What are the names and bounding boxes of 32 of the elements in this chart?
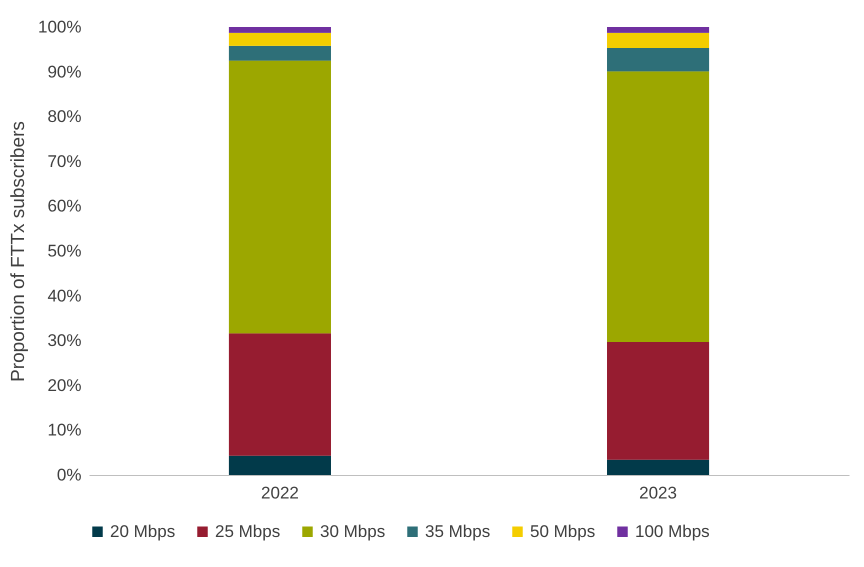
bar <box>228 32 331 46</box>
y-tick-label: 50% <box>47 242 82 260</box>
y-tick-label: 20% <box>47 376 82 395</box>
bar <box>607 460 710 475</box>
y-tick-label: 70% <box>47 152 82 171</box>
y-tick-label: 60% <box>47 196 82 216</box>
y-tick-label: 90% <box>47 62 82 82</box>
legend-label: 25 Mbps <box>215 522 280 541</box>
y-axis-title: Proportion of FTTx subscribers <box>8 121 30 382</box>
bar <box>228 456 331 475</box>
x-tick-label: 2023 <box>639 484 677 502</box>
y-tick-label: 0% <box>56 466 82 484</box>
bar <box>607 27 710 33</box>
y-tick-label: 100% <box>38 18 82 36</box>
bar <box>228 60 331 334</box>
bar <box>228 46 331 61</box>
bar <box>607 71 710 342</box>
y-tick-label: 30% <box>47 331 82 350</box>
bar <box>228 333 331 456</box>
y-tick-label: 10% <box>47 420 82 440</box>
legend-label: 50 Mbps <box>530 522 596 541</box>
legend-label: 20 Mbps <box>110 522 176 541</box>
bar <box>228 27 331 33</box>
bar <box>607 48 710 72</box>
bar <box>607 342 710 460</box>
legend-label: 30 Mbps <box>320 522 386 541</box>
x-tick-label: 2022 <box>261 484 299 502</box>
y-tick-label: 80% <box>47 107 82 126</box>
legend-label: 100 Mbps <box>635 522 710 541</box>
legend-label: 35 Mbps <box>425 522 490 541</box>
y-tick-label: 40% <box>47 286 82 306</box>
bar <box>607 32 710 48</box>
